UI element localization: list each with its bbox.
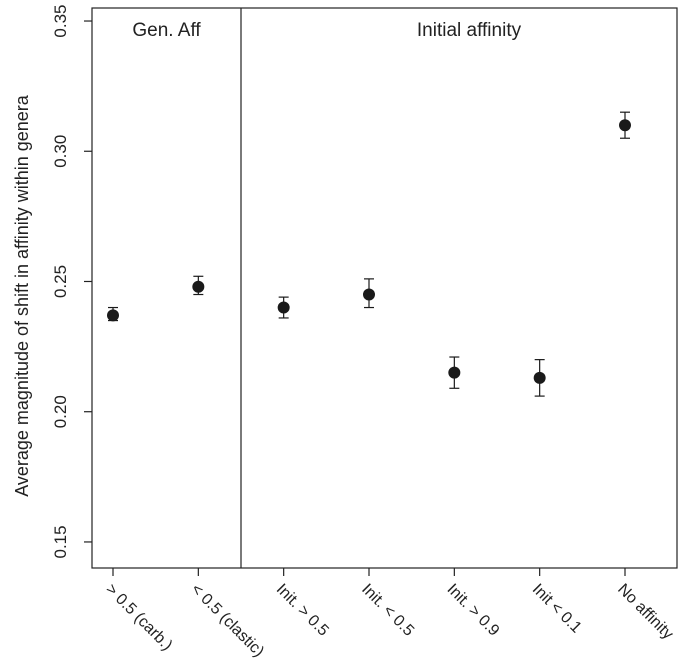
data-point (363, 288, 375, 301)
y-tick-label: 0.15 (51, 525, 70, 558)
data-point (448, 366, 461, 379)
data-point (107, 309, 119, 322)
data-points (107, 119, 631, 384)
y-axis: 0.15 0.20 0.25 0.30 0.35 (51, 4, 92, 559)
data-point (192, 280, 205, 293)
x-tick-label: Init. > 0.9 (444, 581, 503, 640)
y-tick-label: 0.30 (51, 135, 70, 168)
panel-labels: Gen. Aff Initial affinity (132, 20, 521, 41)
x-tick-label: Init < 0.1 (529, 581, 585, 637)
panel-label-gen-aff: Gen. Aff (132, 20, 201, 41)
x-tick-label: Init. < 0.5 (358, 581, 417, 640)
y-tick-label: 0.20 (51, 395, 70, 428)
x-axis: > 0.5 (carb.) < 0.5 (clastic) Init. > 0.5 I… (102, 568, 676, 660)
x-tick-label: > 0.5 (carb.) (102, 581, 175, 654)
data-point (533, 371, 546, 384)
data-point (277, 301, 290, 314)
plot-border (91, 7, 678, 569)
x-tick-label: Init. > 0.5 (273, 581, 332, 640)
plot-frame (91, 7, 678, 569)
error-bars (108, 111, 630, 397)
y-tick-label: 0.25 (51, 265, 70, 298)
x-tick-label: < 0.5 (clastic) (188, 581, 268, 661)
data-point (619, 119, 631, 132)
panel-label-initial-affinity: Initial affinity (417, 20, 522, 41)
x-tick-label: No affinity (614, 581, 676, 643)
y-tick-label: 0.35 (51, 4, 70, 37)
y-axis-label: Average magnitude of shift in affinity w… (12, 94, 32, 497)
